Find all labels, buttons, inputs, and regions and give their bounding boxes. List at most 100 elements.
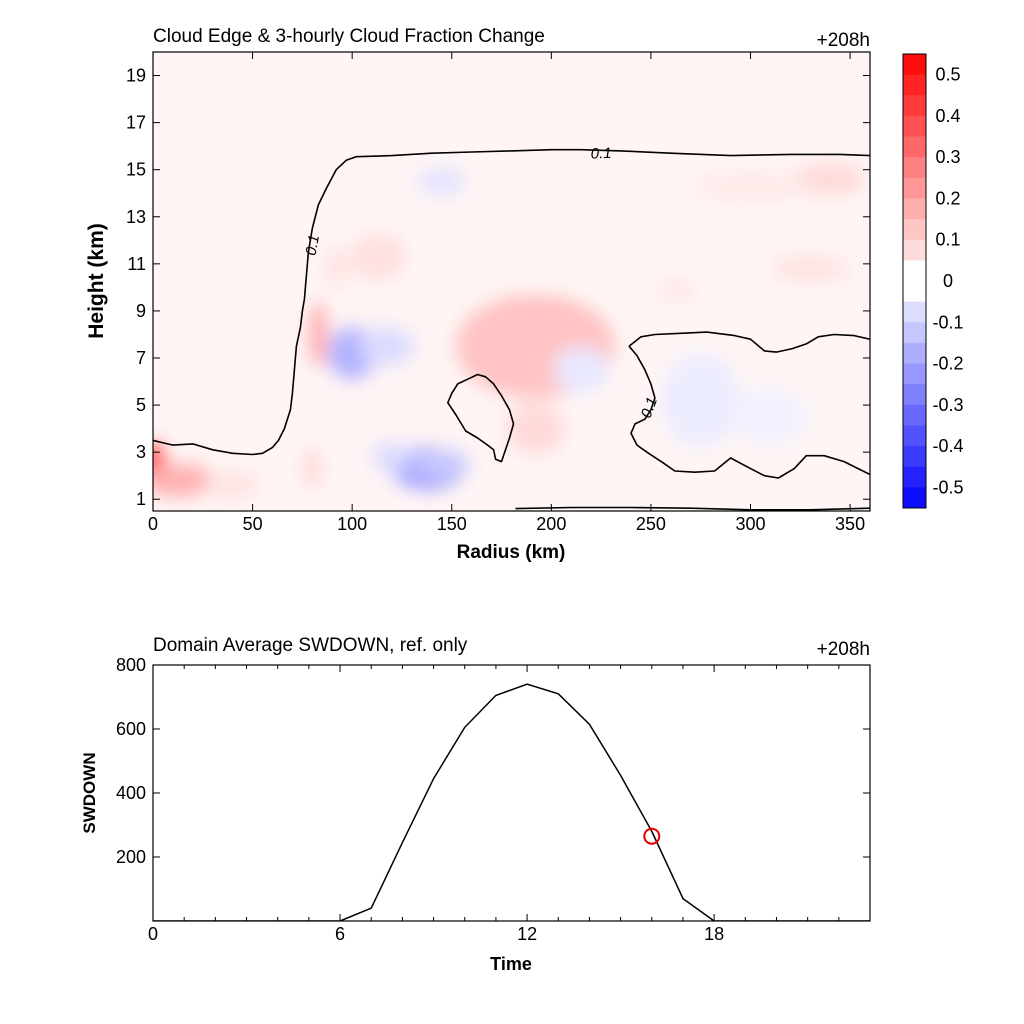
colorbar-label: 0.3 [935,147,960,167]
colorbar-segment [903,466,926,488]
x-tick-label: 300 [735,514,765,534]
colorbar-segment [903,157,926,179]
y-tick-label: 19 [126,66,146,86]
colorbar-label: 0.5 [935,65,960,85]
current-time-marker [643,827,661,845]
heatmap-cell [358,327,414,366]
heatmap-cell [660,353,741,448]
swdown-y-ticks: 200 400 600 800 [116,655,870,867]
x-tick-label: 200 [536,514,566,534]
x-tick-label: 250 [636,514,666,534]
heatmap-cell [372,442,412,471]
colorbar-segment [903,260,926,282]
swdown-y-axis-label: SWDOWN [80,752,99,833]
colorbar-segment [903,54,926,76]
colorbar-segment [903,301,926,323]
heatmap-cell [417,167,466,196]
swdown-x-ticks: 0 6 12 18 [148,665,871,944]
swdown-panel-time-label: +208h [817,639,870,660]
heatmap-cell [413,449,470,479]
y-tick-label: 13 [126,207,146,227]
heatmap-cell [302,447,323,490]
cloud-plot-frame [152,51,871,512]
colorbar-label: -0.4 [932,436,963,456]
colorbar-label: 0 [943,271,953,291]
heatmap-cell [350,233,406,281]
contour-label: 0.1 [638,395,661,420]
heatmap-cell [153,463,215,497]
x-tick-label: 12 [517,924,537,944]
colorbar-segment [903,342,926,365]
y-tick-label: 400 [116,783,146,803]
heatmap-cell [204,470,261,500]
heatmap-cell [770,254,851,283]
swdown-series-line [153,683,870,921]
heatmap-cell [694,172,807,201]
heatmap-cell [553,346,610,394]
heatmap-cell [794,162,867,196]
colorbar-segment [903,177,926,199]
swdown-plot-frame [152,664,871,922]
colorbar-segment [903,198,926,220]
x-tick-label: 0 [148,514,158,534]
swdown-points [153,684,870,921]
y-tick-label: 1 [136,489,146,509]
colorbar-label: 0.4 [935,106,960,126]
colorbar-segment [903,219,926,241]
x-tick-label: 18 [704,924,724,944]
colorbar-label: -0.1 [932,312,963,332]
heatmap-cell [310,301,327,368]
colorbar-frame [902,53,927,509]
heatmap-cell [505,402,566,455]
y-tick-label: 800 [116,655,146,675]
y-tick-label: 200 [116,847,146,867]
x-tick-label: 100 [337,514,367,534]
contour-line [153,148,870,456]
colorbar-segment [903,384,926,406]
colorbar-segment [903,136,926,158]
x-tick-label: 6 [335,924,345,944]
heatmap-cell [734,388,807,446]
colorbar-segment [903,363,926,385]
y-tick-label: 7 [136,348,146,368]
contour-labels: 0.1 0.1 0.1 [303,145,661,420]
swdown-panel: Domain Average SWDOWN, ref. only +208h 0… [80,635,871,974]
contour-lines [153,148,870,511]
colorbar-segment [903,446,926,468]
cloud-panel: Cloud Edge & 3-hourly Cloud Fraction Cha… [85,26,964,563]
y-tick-label: 9 [136,301,146,321]
y-tick-label: 600 [116,719,146,739]
colorbar-label: 0.2 [935,188,960,208]
colorbar-label: -0.2 [932,354,963,374]
colorbar-segment [903,487,926,509]
colorbar-segment [903,239,926,261]
swdown-x-axis-label: Time [490,954,532,974]
colorbar-segment [903,281,926,303]
heatmap-field [153,162,867,500]
cloud-y-axis-label: Height (km) [85,223,108,339]
contour-line [628,331,870,353]
y-tick-label: 11 [127,254,146,274]
colorbar-label: 0.1 [935,230,960,250]
swdown-panel-title: Domain Average SWDOWN, ref. only [153,635,468,656]
y-tick-label: 3 [136,442,146,462]
cloud-x-axis-label: Radius (km) [457,542,566,563]
y-tick-label: 15 [126,160,146,180]
colorbar [903,54,926,509]
colorbar-segment [903,74,926,96]
cloud-x-ticks: 0 50 100 150 200 250 300 350 [148,52,865,534]
y-tick-label: 5 [136,395,146,415]
contour-label: 0.1 [590,145,611,163]
colorbar-segment [903,95,926,117]
colorbar-segment [903,425,926,447]
colorbar-label: -0.3 [932,395,963,415]
contour-label: 0.1 [303,233,323,256]
heatmap-cell [656,280,697,300]
x-tick-label: 150 [437,514,467,534]
contour-line [628,345,870,479]
colorbar-label: -0.5 [932,477,963,497]
x-tick-label: 350 [835,514,865,534]
x-tick-label: 0 [148,924,158,944]
